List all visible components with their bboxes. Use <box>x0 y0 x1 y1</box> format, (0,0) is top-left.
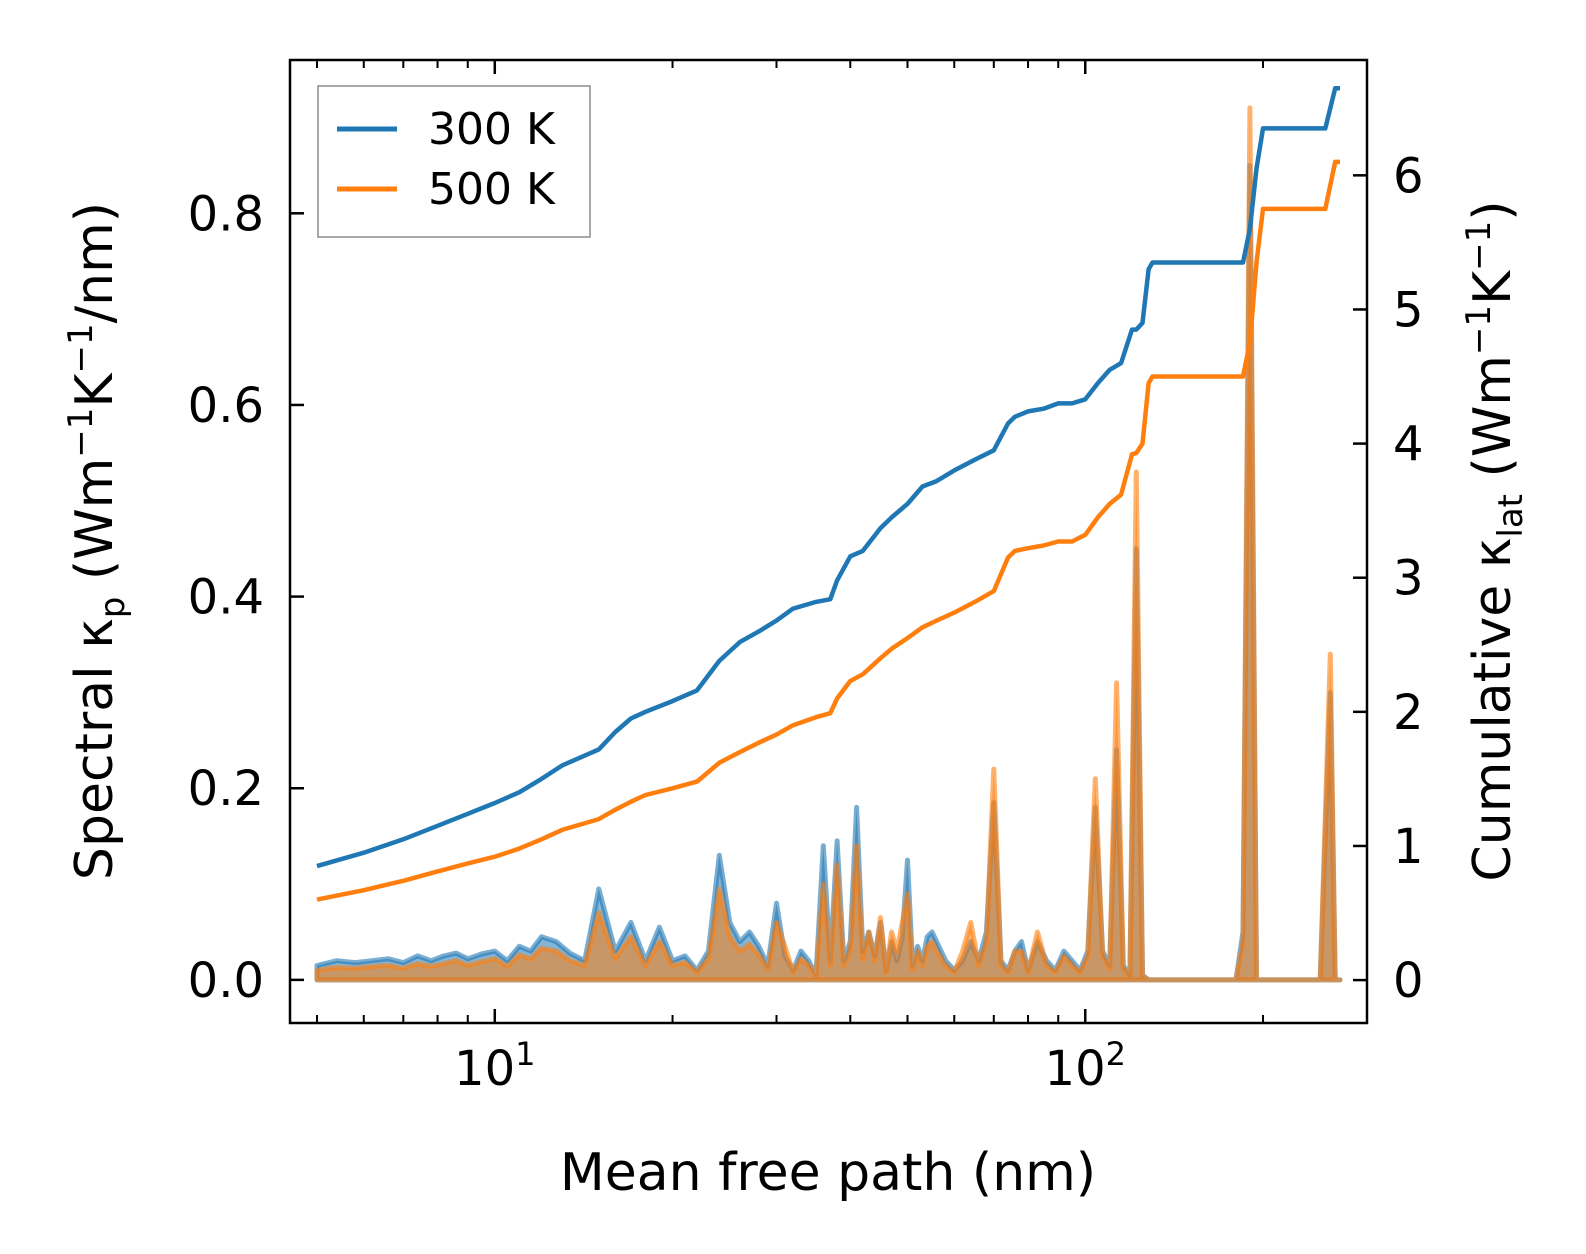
y-left-tick-label: 0.8 <box>188 186 264 242</box>
cumulative-layer <box>316 85 1340 902</box>
y-right-tick-label: 1 <box>1393 819 1424 875</box>
y-left-tick-label: 0.0 <box>188 953 264 1009</box>
spectral-layer <box>314 105 1343 983</box>
y-axis-label-right: Cumulative κlat (Wm−1K−1) <box>1459 200 1531 881</box>
legend-label-500k: 500 K <box>428 164 556 215</box>
x-tick-label: 102 <box>1045 1035 1126 1097</box>
legend-label-300k: 300 K <box>428 104 556 155</box>
spectral-area-500k <box>314 105 1343 983</box>
y-left-tick-label: 0.2 <box>188 761 264 817</box>
plot-frame <box>288 58 1369 1025</box>
x-axis-label: Mean free path (nm) <box>560 1143 1096 1203</box>
spectral-area-300k <box>314 162 1343 983</box>
cumulative-line-500k <box>316 159 1340 902</box>
y-left-tick-label: 0.6 <box>188 378 264 434</box>
legend: 300 K 500 K <box>317 85 591 238</box>
y-axis-label-left: Spectral κp (Wm−1K−1/nm) <box>61 202 133 880</box>
y-left-tick-label: 0.4 <box>188 570 264 626</box>
y-right-tick-label: 3 <box>1393 551 1424 607</box>
cumulative-line-300k <box>316 85 1340 869</box>
y-right-tick-label: 0 <box>1393 953 1424 1009</box>
x-tick-label: 101 <box>454 1035 535 1097</box>
y-right-tick-label: 6 <box>1393 148 1424 204</box>
y-right-tick-label: 5 <box>1393 282 1424 338</box>
legend-box <box>317 85 591 238</box>
y-right-tick-label: 2 <box>1393 685 1424 741</box>
y-right-tick-label: 4 <box>1393 417 1424 473</box>
ticks-layer: 101 102 0.0 0.2 0.4 0.6 0.8 0 1 2 3 4 5 6 <box>188 60 1424 1097</box>
